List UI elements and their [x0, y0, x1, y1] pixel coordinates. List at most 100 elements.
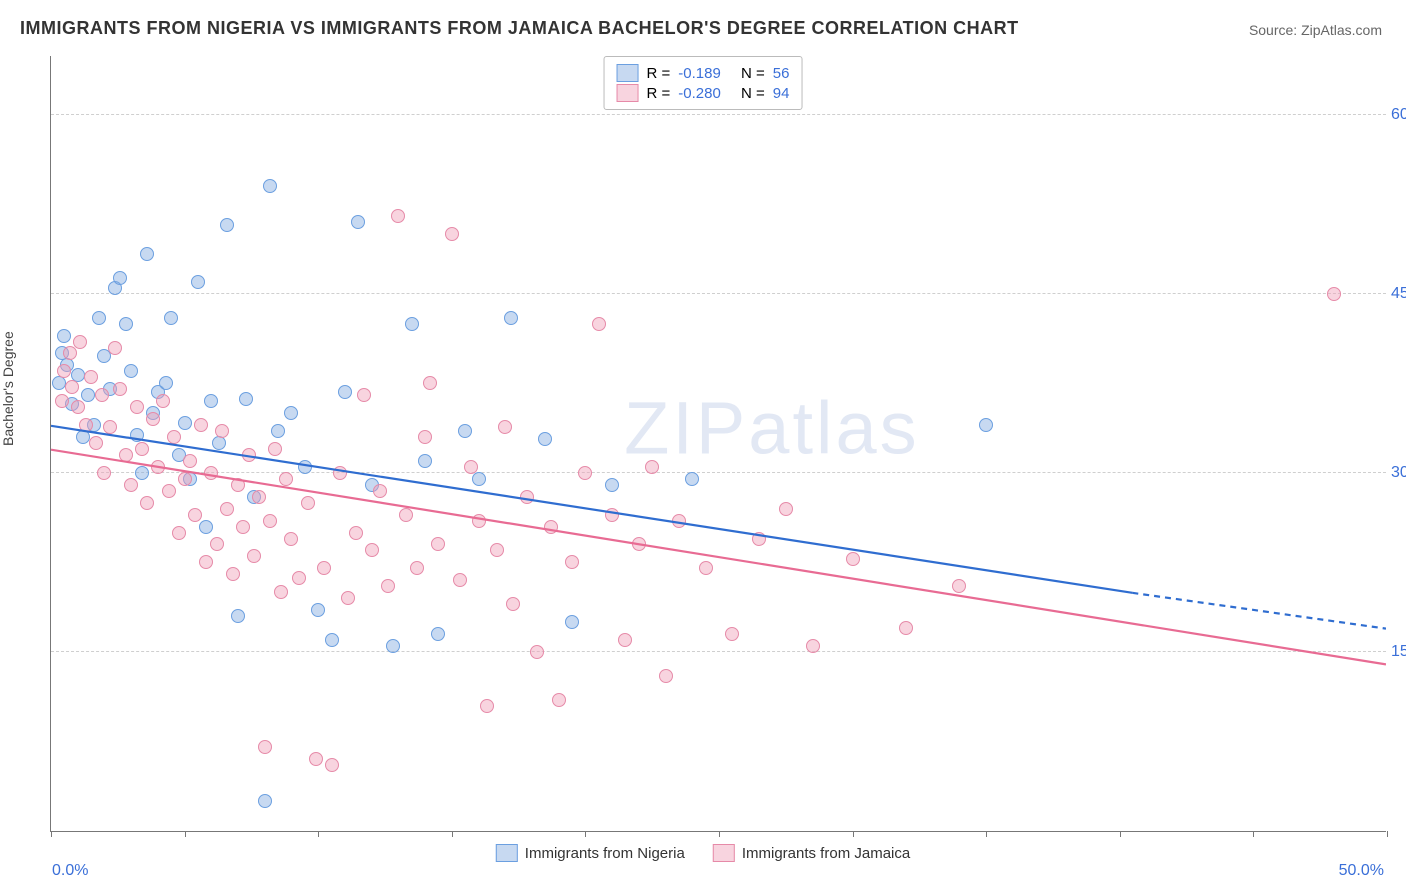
scatter-point	[846, 552, 860, 566]
legend-row-jamaica: R = -0.280 N = 94	[617, 83, 790, 103]
scatter-point	[159, 376, 173, 390]
r-label: R =	[647, 65, 671, 82]
scatter-point	[301, 496, 315, 510]
scatter-point	[73, 335, 87, 349]
scatter-point	[659, 669, 673, 683]
scatter-point	[212, 436, 226, 450]
scatter-point	[247, 549, 261, 563]
scatter-point	[565, 615, 579, 629]
scatter-point	[113, 382, 127, 396]
scatter-point	[76, 430, 90, 444]
x-tick	[719, 831, 720, 837]
swatch-nigeria	[496, 844, 518, 862]
scatter-point	[135, 442, 149, 456]
scatter-point	[349, 526, 363, 540]
scatter-point	[418, 430, 432, 444]
scatter-point	[311, 603, 325, 617]
y-tick-label: 60.0%	[1391, 106, 1406, 124]
scatter-point	[279, 472, 293, 486]
scatter-point	[592, 317, 606, 331]
scatter-point	[119, 448, 133, 462]
scatter-point	[618, 633, 632, 647]
scatter-point	[124, 364, 138, 378]
scatter-point	[236, 520, 250, 534]
scatter-point	[252, 490, 266, 504]
scatter-point	[357, 388, 371, 402]
scatter-point	[84, 370, 98, 384]
scatter-point	[806, 639, 820, 653]
scatter-point	[183, 454, 197, 468]
scatter-point	[268, 442, 282, 456]
scatter-point	[565, 555, 579, 569]
scatter-point	[725, 627, 739, 641]
swatch-jamaica	[713, 844, 735, 862]
scatter-point	[103, 420, 117, 434]
scatter-point	[506, 597, 520, 611]
scatter-point	[699, 561, 713, 575]
scatter-point	[498, 420, 512, 434]
scatter-point	[309, 752, 323, 766]
scatter-point	[685, 472, 699, 486]
scatter-point	[1327, 287, 1341, 301]
scatter-point	[271, 424, 285, 438]
scatter-point	[351, 215, 365, 229]
n-label: N =	[741, 65, 765, 82]
scatter-point	[520, 490, 534, 504]
n-label: N =	[741, 85, 765, 102]
legend-item-jamaica: Immigrants from Jamaica	[713, 844, 910, 862]
scatter-point	[365, 543, 379, 557]
scatter-point	[57, 364, 71, 378]
gridline-h	[51, 114, 1386, 115]
scatter-point	[191, 275, 205, 289]
x-tick	[986, 831, 987, 837]
legend-item-nigeria: Immigrants from Nigeria	[496, 844, 685, 862]
scatter-point	[79, 418, 93, 432]
scatter-point	[538, 432, 552, 446]
scatter-point	[55, 394, 69, 408]
scatter-point	[274, 585, 288, 599]
scatter-point	[204, 394, 218, 408]
scatter-point	[258, 794, 272, 808]
scatter-point	[194, 418, 208, 432]
scatter-point	[162, 484, 176, 498]
r-value-jamaica: -0.280	[678, 85, 721, 102]
scatter-point	[605, 478, 619, 492]
gridline-h	[51, 472, 1386, 473]
scatter-point	[410, 561, 424, 575]
series-name-jamaica: Immigrants from Jamaica	[742, 845, 910, 862]
scatter-point	[453, 573, 467, 587]
scatter-point	[220, 502, 234, 516]
scatter-point	[92, 311, 106, 325]
scatter-point	[979, 418, 993, 432]
scatter-point	[258, 740, 272, 754]
scatter-point	[373, 484, 387, 498]
scatter-point	[113, 271, 127, 285]
scatter-point	[231, 478, 245, 492]
scatter-point	[752, 532, 766, 546]
scatter-point	[95, 388, 109, 402]
scatter-point	[130, 400, 144, 414]
scatter-point	[325, 758, 339, 772]
scatter-point	[490, 543, 504, 557]
chart-title: IMMIGRANTS FROM NIGERIA VS IMMIGRANTS FR…	[20, 18, 1019, 39]
scatter-point	[188, 508, 202, 522]
scatter-point	[672, 514, 686, 528]
x-tick	[318, 831, 319, 837]
x-tick	[452, 831, 453, 837]
x-tick	[1253, 831, 1254, 837]
scatter-point	[242, 448, 256, 462]
scatter-point	[210, 537, 224, 551]
scatter-point	[81, 388, 95, 402]
scatter-point	[333, 466, 347, 480]
scatter-point	[423, 376, 437, 390]
scatter-point	[292, 571, 306, 585]
scatter-point	[386, 639, 400, 653]
x-tick	[1387, 831, 1388, 837]
scatter-point	[544, 520, 558, 534]
scatter-point	[239, 392, 253, 406]
scatter-point	[480, 699, 494, 713]
x-tick	[51, 831, 52, 837]
scatter-point	[140, 496, 154, 510]
scatter-point	[431, 537, 445, 551]
scatter-point	[263, 514, 277, 528]
